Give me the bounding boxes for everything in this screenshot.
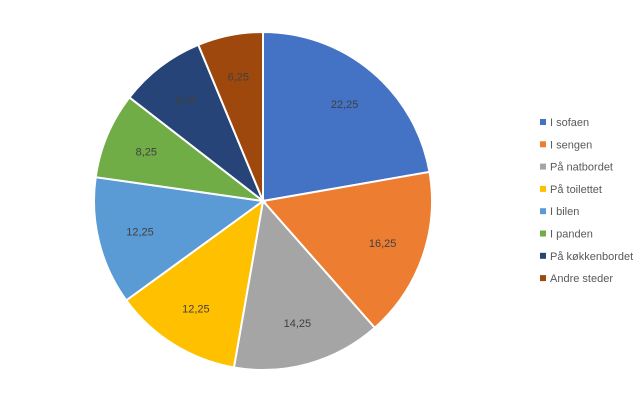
pie-slice-andre-steder xyxy=(197,30,264,202)
data-label-i-sofaen: 22,25 xyxy=(331,99,359,111)
legend-label-i-sofaen: I sofaen xyxy=(550,117,589,129)
pie-slice-i-sofaen xyxy=(262,30,431,203)
data-label-pa-natbordet: 14,25 xyxy=(284,318,312,330)
legend-swatch-andre-steder xyxy=(540,275,546,282)
legend-label-pa-natbordet: På natbordet xyxy=(550,162,613,174)
legend-label-pa-toilettet: På toilettet xyxy=(550,184,602,196)
legend-swatch-i-sengen xyxy=(540,141,546,148)
legend-label-andre-steder: Andre steder xyxy=(550,273,613,285)
legend-swatch-pa-natbordet xyxy=(540,163,546,170)
legend-label-pa-kokkenbordet: På køkkenbordet xyxy=(550,251,633,263)
data-label-andre-steder: 6,25 xyxy=(228,72,249,84)
legend-swatch-i-bilen xyxy=(540,208,546,215)
legend-label-i-panden: I panden xyxy=(550,229,593,241)
data-label-i-sengen: 16,25 xyxy=(369,238,397,250)
data-label-pa-kokkenbordet: 8,25 xyxy=(175,95,196,107)
pie-slice-pa-kokkenbordet xyxy=(128,43,266,205)
legend-label-i-sengen: I sengen xyxy=(550,139,592,151)
pie-slice-i-sengen xyxy=(261,170,433,330)
data-label-pa-toilettet: 12,25 xyxy=(182,304,210,316)
pie-slices xyxy=(93,30,433,371)
pie-slice-pa-toilettet xyxy=(124,198,265,369)
legend-swatch-i-panden xyxy=(540,230,546,237)
legend: I sofaen I sengen På natbordet På toilettet… xyxy=(540,117,633,285)
pie-slice-i-bilen xyxy=(93,176,266,302)
legend-swatch-pa-kokkenbordet xyxy=(540,252,546,259)
legend-swatch-i-sofaen xyxy=(540,119,546,125)
legend-label-i-bilen: I bilen xyxy=(550,206,579,218)
pie-slice-pa-natbordet xyxy=(232,198,377,371)
data-label-i-panden: 8,25 xyxy=(136,147,157,159)
pie-slice-i-panden xyxy=(94,96,267,203)
legend-swatch-pa-toilettet xyxy=(540,185,546,192)
pie-data-labels: 22,25 16,25 14,25 12,25 12,25 8,25 8,25 6,25 xyxy=(126,72,396,330)
data-label-i-bilen: 12,25 xyxy=(126,227,154,239)
